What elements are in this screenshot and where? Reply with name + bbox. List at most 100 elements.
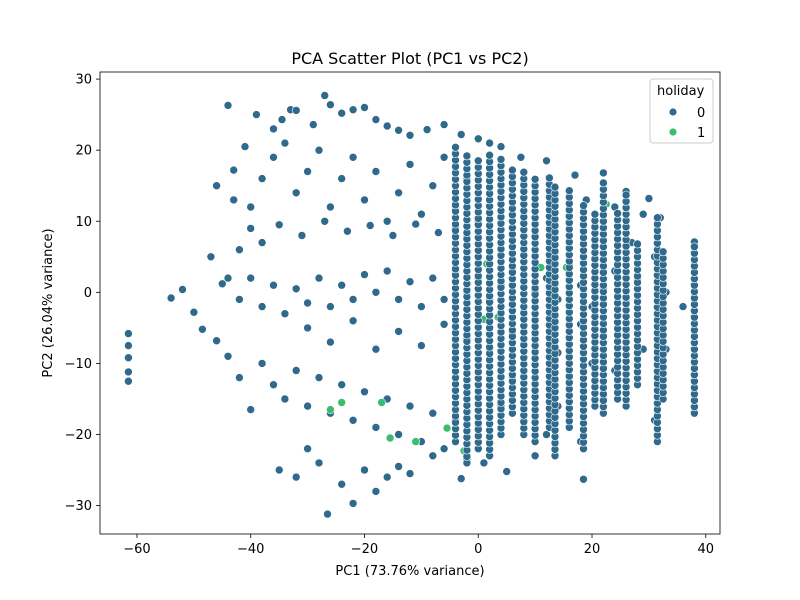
point-holiday-0 bbox=[394, 126, 403, 135]
point-holiday-0 bbox=[371, 167, 381, 176]
point-holiday-0 bbox=[269, 280, 278, 290]
y-tick-label: 20 bbox=[75, 144, 92, 159]
point-holiday-0 bbox=[314, 373, 324, 382]
point-holiday-1 bbox=[337, 398, 347, 407]
point-holiday-0 bbox=[422, 125, 432, 134]
point-holiday-0 bbox=[326, 337, 335, 347]
x-axis-label: PC1 (73.76% variance) bbox=[335, 564, 484, 579]
point-holiday-0 bbox=[451, 143, 460, 152]
point-holiday-0 bbox=[428, 273, 438, 283]
point-holiday-0 bbox=[291, 106, 301, 115]
point-holiday-0 bbox=[212, 181, 221, 190]
point-holiday-0 bbox=[519, 167, 529, 177]
point-holiday-0 bbox=[178, 285, 187, 294]
point-holiday-0 bbox=[371, 115, 381, 124]
point-holiday-0 bbox=[508, 165, 517, 175]
point-holiday-0 bbox=[303, 401, 312, 411]
point-holiday-0 bbox=[235, 373, 244, 382]
point-holiday-0 bbox=[348, 153, 358, 162]
point-holiday-0 bbox=[382, 472, 392, 482]
point-holiday-0 bbox=[337, 479, 347, 489]
point-holiday-1 bbox=[411, 437, 421, 446]
point-holiday-0 bbox=[314, 145, 324, 155]
point-holiday-0 bbox=[496, 155, 506, 164]
y-tick-label: 30 bbox=[75, 73, 92, 88]
point-holiday-0 bbox=[417, 302, 426, 311]
point-holiday-0 bbox=[439, 295, 449, 304]
point-holiday-0 bbox=[564, 186, 574, 195]
point-holiday-0 bbox=[124, 329, 133, 338]
point-holiday-0 bbox=[360, 103, 369, 112]
point-holiday-0 bbox=[257, 302, 267, 311]
point-holiday-0 bbox=[394, 188, 403, 198]
point-holiday-0 bbox=[269, 153, 278, 162]
point-holiday-0 bbox=[124, 367, 133, 377]
point-holiday-1 bbox=[377, 398, 386, 407]
point-holiday-0 bbox=[579, 201, 588, 210]
point-holiday-0 bbox=[405, 160, 415, 169]
point-holiday-0 bbox=[382, 217, 392, 226]
y-tick-label: 0 bbox=[84, 286, 92, 301]
point-holiday-0 bbox=[303, 323, 312, 333]
legend-marker-0 bbox=[668, 107, 678, 117]
point-holiday-0 bbox=[189, 307, 199, 317]
point-holiday-0 bbox=[337, 174, 347, 183]
x-tick-label: −20 bbox=[351, 542, 378, 557]
point-holiday-0 bbox=[462, 151, 472, 161]
point-holiday-0 bbox=[371, 423, 381, 432]
point-holiday-0 bbox=[348, 316, 358, 326]
point-holiday-0 bbox=[439, 120, 449, 129]
point-holiday-0 bbox=[246, 273, 255, 283]
point-holiday-0 bbox=[297, 231, 307, 240]
point-holiday-0 bbox=[473, 156, 483, 166]
point-holiday-0 bbox=[337, 380, 347, 390]
point-holiday-0 bbox=[291, 188, 301, 198]
y-tick-label: 10 bbox=[75, 215, 92, 230]
point-holiday-0 bbox=[269, 124, 278, 134]
point-holiday-0 bbox=[269, 380, 278, 390]
point-holiday-0 bbox=[348, 295, 358, 304]
point-holiday-0 bbox=[371, 344, 381, 354]
point-holiday-0 bbox=[405, 469, 415, 478]
point-holiday-0 bbox=[280, 394, 290, 404]
x-tick-label: 0 bbox=[474, 542, 482, 557]
point-holiday-0 bbox=[337, 108, 347, 118]
point-holiday-0 bbox=[235, 245, 244, 254]
point-holiday-0 bbox=[223, 273, 233, 283]
point-holiday-0 bbox=[257, 359, 267, 368]
point-holiday-0 bbox=[428, 181, 438, 190]
y-tick-label: −30 bbox=[65, 499, 92, 514]
point-holiday-0 bbox=[360, 387, 369, 397]
point-holiday-0 bbox=[257, 174, 267, 183]
point-holiday-0 bbox=[320, 91, 330, 100]
point-holiday-0 bbox=[277, 115, 287, 124]
point-holiday-0 bbox=[599, 168, 608, 178]
point-holiday-0 bbox=[456, 130, 466, 139]
point-holiday-0 bbox=[229, 195, 238, 205]
point-holiday-0 bbox=[394, 295, 403, 304]
x-tick-label: −60 bbox=[123, 542, 150, 557]
point-holiday-0 bbox=[394, 430, 403, 439]
point-holiday-0 bbox=[570, 170, 580, 180]
point-holiday-0 bbox=[496, 142, 506, 151]
point-holiday-0 bbox=[382, 266, 392, 276]
point-holiday-0 bbox=[473, 134, 483, 144]
point-holiday-0 bbox=[198, 324, 207, 334]
point-holiday-0 bbox=[428, 408, 438, 418]
y-tick-label: −10 bbox=[65, 357, 92, 372]
point-holiday-0 bbox=[124, 341, 133, 350]
point-holiday-0 bbox=[280, 138, 290, 148]
point-holiday-0 bbox=[308, 120, 318, 129]
point-holiday-0 bbox=[223, 101, 233, 110]
point-holiday-0 bbox=[502, 467, 512, 476]
point-holiday-0 bbox=[274, 220, 284, 230]
point-holiday-0 bbox=[485, 138, 494, 148]
point-holiday-0 bbox=[394, 327, 403, 336]
point-holiday-0 bbox=[218, 279, 227, 289]
chart-title: PCA Scatter Plot (PC1 vs PC2) bbox=[291, 49, 528, 68]
point-holiday-0 bbox=[479, 458, 489, 468]
point-holiday-0 bbox=[124, 353, 133, 363]
point-holiday-0 bbox=[644, 194, 654, 203]
x-axis-ticks: −60 −40 −20 0 20 40 bbox=[123, 534, 714, 557]
